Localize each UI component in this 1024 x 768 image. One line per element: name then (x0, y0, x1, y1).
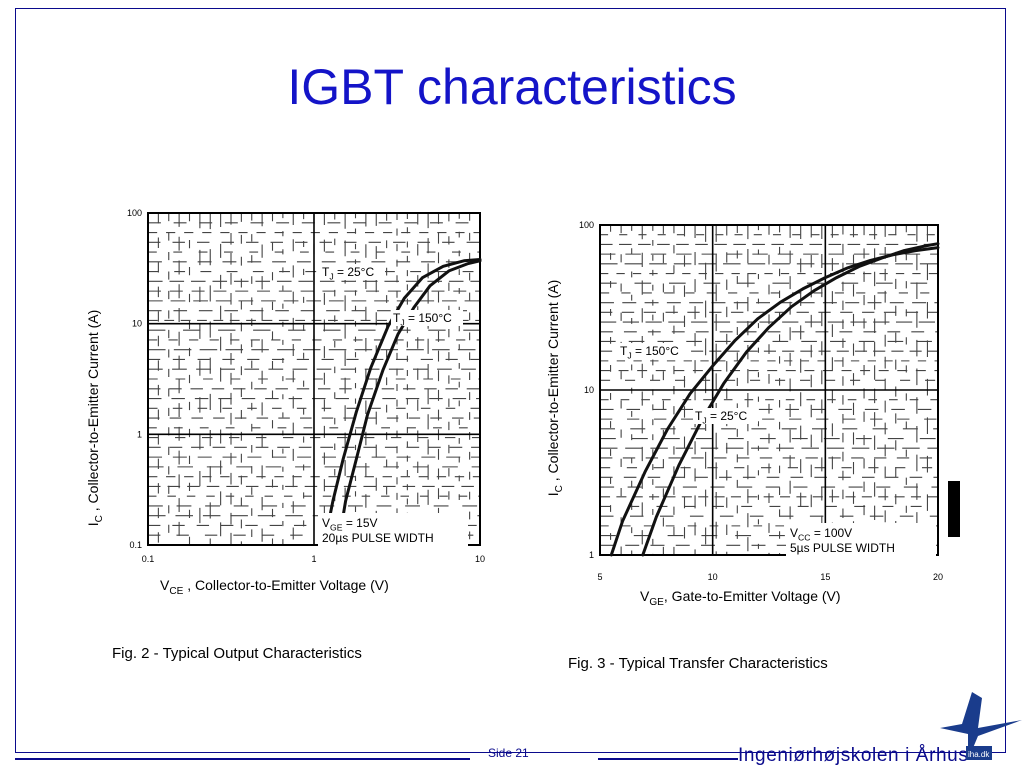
grid (148, 213, 480, 545)
footer-line-right (598, 758, 738, 760)
series-label-bg (618, 343, 690, 359)
series-line (336, 259, 482, 547)
condition-line: VCC = 100V (790, 526, 852, 543)
figure-caption: Fig. 3 - Typical Transfer Characteristic… (568, 655, 828, 672)
y-tick-label: 1 (589, 550, 594, 560)
y-tick-label: 10 (584, 385, 594, 395)
series-label-bg (693, 408, 758, 424)
y-tick-label: 1 (137, 429, 142, 439)
series-label: TJ = 150°C (620, 344, 679, 361)
x-tick-label: 0.1 (142, 554, 155, 564)
series-label-bg (320, 264, 385, 280)
condition-line: 20µs PULSE WIDTH (322, 531, 434, 545)
y-axis-label: IC , Collector-to-Emitter Current (A) (85, 310, 105, 527)
figure-caption: Fig. 2 - Typical Output Characteristics (112, 645, 362, 662)
condition-line: 5µs PULSE WIDTH (790, 541, 895, 555)
x-axis-label: VCE , Collector-to-Emitter Voltage (V) (160, 577, 389, 597)
footer-line-left (15, 758, 470, 760)
x-axis-label: VGE, Gate-to-Emitter Voltage (V) (640, 588, 841, 608)
slide-frame (15, 8, 1006, 753)
grid (600, 225, 938, 555)
y-tick-label: 100 (127, 208, 142, 218)
school-logo (938, 690, 1022, 762)
series-line (641, 242, 940, 557)
x-tick-label: 10 (475, 554, 485, 564)
condition-line: VGE = 15V (322, 516, 378, 533)
page-number: Side 21 (488, 746, 529, 760)
series-line (322, 258, 482, 547)
x-tick-label: 5 (597, 572, 602, 582)
x-tick-label: 10 (708, 572, 718, 582)
conditions-bg (318, 513, 468, 547)
plot-border (599, 224, 939, 556)
school-name: Ingeniørhøjskolen i Århus (738, 745, 969, 766)
edge-mark (948, 481, 960, 537)
y-tick-label: 0.1 (129, 540, 142, 550)
output-characteristics-chart: 0.1 1 10 100 0.1 1 10 TJ = 25°C TJ = 150°C VGE = … (85, 208, 485, 662)
x-tick-label: 15 (820, 572, 830, 582)
transfer-characteristics-chart: 1 10 100 5 10 15 20 TJ = 150°C TJ = 25°C VCC = 10… (545, 220, 943, 672)
series-label: TJ = 150°C (393, 311, 452, 328)
plot-border (147, 212, 481, 546)
conditions-bg (786, 523, 936, 557)
x-tick-label: 20 (933, 572, 943, 582)
series-label-bg (391, 310, 463, 326)
series-label: TJ = 25°C (695, 409, 747, 426)
logo-text: iha.dk (968, 750, 990, 759)
y-tick-label: 10 (132, 319, 142, 329)
slide-title: IGBT characteristics (287, 59, 737, 115)
y-axis-label: IC , Collector-to-Emitter Current (A) (545, 280, 565, 497)
y-tick-label: 100 (579, 220, 594, 230)
series-label: TJ = 25°C (322, 265, 374, 282)
x-tick-label: 1 (311, 554, 316, 564)
